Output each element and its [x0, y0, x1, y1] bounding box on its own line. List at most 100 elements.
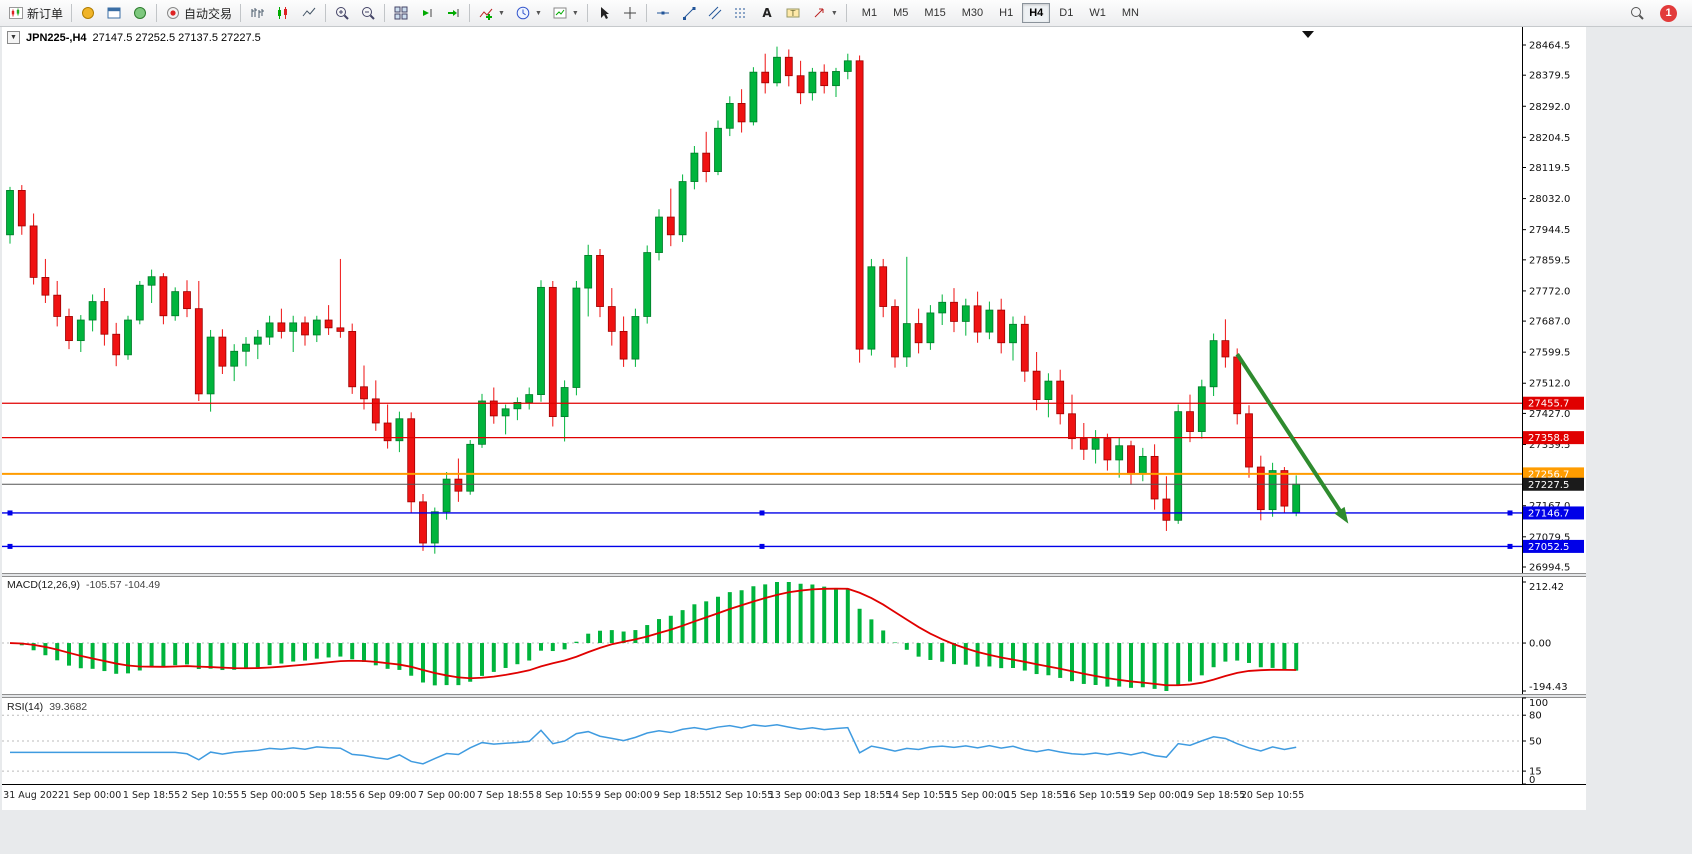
trend-arrow[interactable] — [1235, 353, 1349, 524]
timeframe-d1-button[interactable]: D1 — [1059, 7, 1074, 19]
horizontal-level-lines[interactable] — [2, 402, 1522, 549]
svg-text:2 Sep 10:55: 2 Sep 10:55 — [182, 790, 239, 801]
cursor-icon — [596, 5, 612, 21]
svg-text:8 Sep 10:55: 8 Sep 10:55 — [536, 790, 593, 801]
horizontal-line-icon — [655, 5, 671, 21]
svg-text:0: 0 — [1529, 775, 1535, 786]
tile-windows-button[interactable] — [388, 2, 414, 24]
auto-scroll-button[interactable] — [414, 2, 440, 24]
horizontal-line-button[interactable] — [650, 2, 676, 24]
text-icon: A — [759, 5, 775, 21]
periods-clock-icon — [515, 5, 531, 21]
timeframe-w1-button[interactable]: W1 — [1089, 7, 1106, 19]
svg-text:27944.5: 27944.5 — [1529, 225, 1570, 236]
rsi-value: 39.3682 — [49, 701, 88, 713]
price-tag: 27455.7 — [1523, 396, 1584, 410]
chart-canvas[interactable]: 28464.5 28379.5 28292.0 28204.5 28119.5 28032… — [2, 27, 1586, 810]
market-watch-button[interactable] — [75, 2, 101, 24]
text-button[interactable]: A — [754, 2, 780, 24]
svg-text:27772.0: 27772.0 — [1529, 286, 1570, 297]
svg-text:5 Sep 18:55: 5 Sep 18:55 — [300, 790, 357, 801]
svg-text:13 Sep 18:55: 13 Sep 18:55 — [828, 790, 891, 801]
svg-text:14 Sep 10:55: 14 Sep 10:55 — [887, 790, 950, 801]
search-icon — [1629, 5, 1645, 21]
chart-shift-button[interactable] — [440, 2, 466, 24]
text-label-icon: T — [785, 5, 801, 21]
zoom-out-icon — [360, 5, 376, 21]
price-tag: 27227.5 — [1523, 477, 1584, 491]
symbol-period-label: JPN225-,H4 — [26, 31, 87, 44]
candlestick-chart-button[interactable] — [270, 2, 296, 24]
crosshair-button[interactable] — [617, 2, 643, 24]
trendline-button[interactable] — [676, 2, 702, 24]
indicators-button[interactable]: ▼ — [473, 2, 510, 24]
macd-name: MACD(12,26,9) — [7, 579, 80, 591]
timeframe-m15-button[interactable]: M15 — [924, 7, 946, 19]
svg-text:19 Sep 00:00: 19 Sep 00:00 — [1123, 790, 1186, 801]
svg-text:27512.0: 27512.0 — [1529, 379, 1570, 390]
svg-text:27256.7: 27256.7 — [1528, 469, 1569, 480]
svg-text:1 Sep 00:00: 1 Sep 00:00 — [64, 790, 121, 801]
arrows-button[interactable]: ▼ — [806, 2, 843, 24]
svg-text:7 Sep 00:00: 7 Sep 00:00 — [418, 790, 475, 801]
autotrade-button[interactable]: 自动交易 — [160, 2, 237, 24]
zoom-in-icon — [334, 5, 350, 21]
arrows-icon — [811, 5, 827, 21]
timeframe-m1-button[interactable]: M1 — [861, 7, 878, 19]
svg-text:16 Sep 10:55: 16 Sep 10:55 — [1064, 790, 1127, 801]
svg-text:26994.5: 26994.5 — [1529, 563, 1570, 574]
svg-text:T: T — [789, 9, 795, 18]
svg-text:27146.7: 27146.7 — [1528, 508, 1569, 519]
timeframe-h1-button[interactable]: H1 — [999, 7, 1014, 19]
candles — [6, 46, 1301, 554]
templates-button[interactable]: ▼ — [547, 2, 584, 24]
main-toolbar: 新订单 自动交易 ▼ ▼ ▼ A T ▼ M1 M5 M15 M30 H1 H4 D1 W1 M… — [0, 0, 1692, 27]
line-chart-button[interactable] — [296, 2, 322, 24]
text-label-button[interactable]: T — [780, 2, 806, 24]
market-watch-icon — [80, 5, 96, 21]
zoom-in-button[interactable] — [329, 2, 355, 24]
svg-text:27079.5: 27079.5 — [1529, 532, 1570, 543]
indicator-collapse-icon[interactable]: ▼ — [7, 31, 20, 44]
data-window-button[interactable] — [101, 2, 127, 24]
periods-button[interactable]: ▼ — [510, 2, 547, 24]
timeframe-m5-button[interactable]: M5 — [893, 7, 909, 19]
time-axis: 31 Aug 2022 1 Sep 00:00 1 Sep 18:55 2 Sep 1… — [3, 790, 1304, 801]
new-order-button[interactable]: 新订单 — [3, 2, 68, 24]
separator — [156, 4, 158, 22]
separator — [845, 4, 847, 22]
svg-text:28119.5: 28119.5 — [1529, 163, 1570, 174]
price-axis: 28464.5 28379.5 28292.0 28204.5 28119.5 28032… — [1522, 27, 1570, 784]
navigator-button[interactable] — [127, 2, 153, 24]
channel-button[interactable] — [702, 2, 728, 24]
fibonacci-icon — [733, 5, 749, 21]
svg-text:13 Sep 00:00: 13 Sep 00:00 — [769, 790, 832, 801]
templates-icon — [552, 5, 568, 21]
autotrade-icon — [165, 5, 181, 21]
channel-icon — [707, 5, 723, 21]
svg-text:9 Sep 00:00: 9 Sep 00:00 — [595, 790, 652, 801]
bar-chart-icon — [249, 5, 265, 21]
bar-chart-button[interactable] — [244, 2, 270, 24]
svg-text:A: A — [762, 6, 772, 20]
timeframe-mn-button[interactable]: MN — [1121, 7, 1139, 19]
dropdown-caret-icon: ▼ — [571, 9, 579, 17]
cursor-button[interactable] — [591, 2, 617, 24]
svg-text:28292.0: 28292.0 — [1529, 102, 1570, 113]
chart-window: 28464.5 28379.5 28292.0 28204.5 28119.5 28032… — [2, 27, 1586, 810]
timeframe-m30-button[interactable]: M30 — [961, 7, 984, 19]
svg-text:-194.43: -194.43 — [1529, 682, 1568, 693]
separator — [586, 4, 588, 22]
toolbar-right: 1 — [1624, 2, 1689, 24]
svg-text:1 Sep 18:55: 1 Sep 18:55 — [123, 790, 180, 801]
price-tag: 27358.8 — [1523, 431, 1584, 445]
fibonacci-button[interactable] — [728, 2, 754, 24]
zoom-out-button[interactable] — [355, 2, 381, 24]
timeframe-h4-button[interactable]: H4 — [1022, 3, 1051, 23]
notification-badge[interactable]: 1 — [1660, 4, 1677, 22]
search-button[interactable] — [1624, 2, 1650, 24]
trendline-icon — [681, 5, 697, 21]
separator — [71, 4, 73, 22]
svg-text:27687.0: 27687.0 — [1529, 317, 1570, 328]
price-tag: 27146.7 — [1523, 506, 1584, 520]
